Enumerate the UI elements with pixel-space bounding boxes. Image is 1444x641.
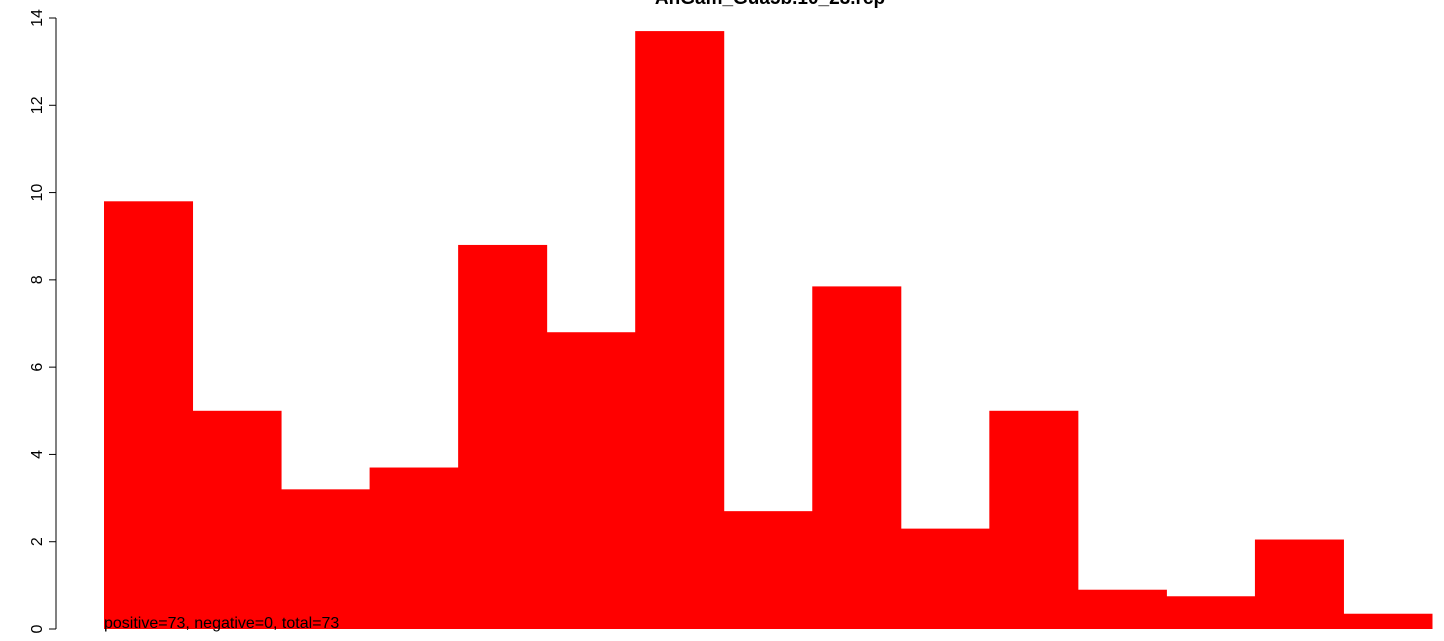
- bar-8: [723, 511, 813, 629]
- y-tick-label: 10: [29, 184, 46, 202]
- bar-9: [812, 286, 902, 629]
- y-tick-label: 4: [29, 450, 46, 459]
- bar-14: [1254, 539, 1344, 629]
- y-ticks: 0 2 4 6 8 10 12 14: [29, 9, 56, 633]
- bars-group: [104, 31, 1433, 630]
- y-tick-label: 2: [29, 537, 46, 546]
- bar-5: [458, 244, 548, 629]
- bar-12: [1077, 589, 1167, 629]
- bar-6: [546, 332, 636, 629]
- bar-4: [369, 467, 459, 629]
- y-tick-label: 6: [29, 363, 46, 372]
- chart-title: AnGam_Gua5b.10_23.rcp: [655, 0, 885, 9]
- bar-2: [192, 410, 282, 629]
- bar-3: [281, 489, 371, 629]
- y-tick-label: 14: [29, 9, 46, 27]
- bar-1: [104, 201, 194, 630]
- bar-11: [989, 410, 1079, 629]
- y-tick-label: 12: [29, 96, 46, 114]
- y-tick-label: 8: [29, 275, 46, 284]
- count-annotation: positive=73, negative=0, total=73: [104, 615, 339, 632]
- bar-7: [635, 31, 725, 629]
- bar-13: [1166, 596, 1256, 629]
- bar-15: [1343, 613, 1433, 629]
- y-axis: 0 2 4 6 8 10 12 14: [29, 9, 57, 633]
- bar-10: [900, 528, 990, 629]
- y-tick-label: 0: [29, 624, 46, 633]
